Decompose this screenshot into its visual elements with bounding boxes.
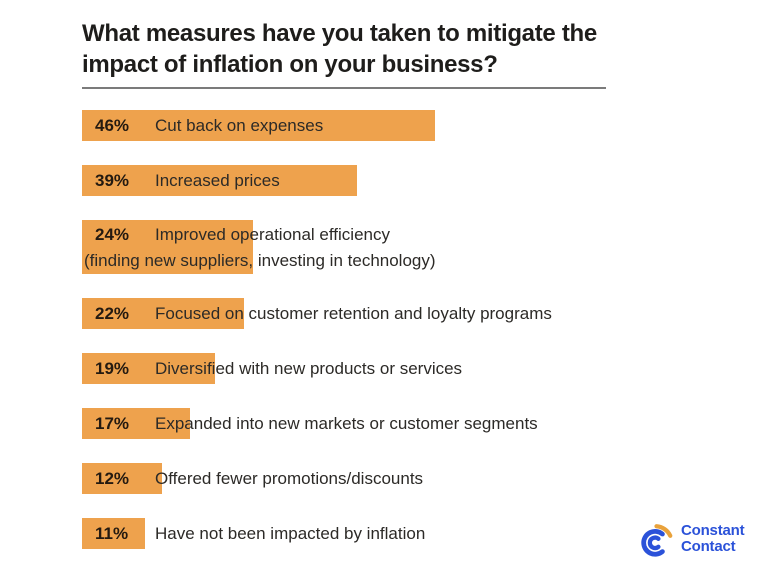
title-underline <box>82 87 606 89</box>
bar-category-label: Have not been impacted by inflation <box>155 524 426 543</box>
bar-category-label: Cut back on expenses <box>155 116 324 135</box>
bar-category-label: Focused on customer retention and loyalt… <box>155 304 552 323</box>
bar-category-label: Diversified with new products or service… <box>155 359 463 378</box>
logo-inner-c <box>647 535 661 551</box>
constant-contact-logo-icon <box>641 524 673 557</box>
bar-text-line: 11% Have not been impacted by inflation <box>82 518 748 549</box>
bar-fill <box>82 463 162 494</box>
bar-text-line: 19% Diversified with new products or serv… <box>82 353 748 384</box>
bar-row: 19% Diversified with new products or serv… <box>82 353 748 384</box>
bar-category-label: Expanded into new markets or customer se… <box>155 414 538 433</box>
bar-row: 22% Focused on customer retention and loy… <box>82 298 748 329</box>
bar-fill <box>82 220 253 274</box>
bar-category-label: Improved operational efficiency <box>155 225 390 244</box>
bar-row: 39% Increased prices <box>82 165 748 196</box>
logo-orange-arc <box>654 524 673 538</box>
bar-category-sublabel: (finding new suppliers, investing in tec… <box>84 251 436 270</box>
bar-text-line: 22% Focused on customer retention and loy… <box>82 298 748 329</box>
bar-fill <box>82 353 215 384</box>
constant-contact-logo-text: Constant Contact <box>681 522 745 555</box>
bar-value-label: 19% <box>95 359 130 378</box>
bar-value-label: 12% <box>95 469 130 488</box>
bar-value-label: 46% <box>95 116 130 135</box>
bar-fill <box>82 165 357 196</box>
bar-value-label: 11% <box>95 524 129 543</box>
bar-category-label: Offered fewer promotions/discounts <box>155 469 424 488</box>
bar-row: 12% Offered fewer promotions/discounts <box>82 463 748 494</box>
bar-category-label: Increased prices <box>155 171 280 190</box>
bar-text-line: 39% Increased prices <box>82 165 748 196</box>
bar-fill <box>82 110 435 141</box>
bar-chart: 46% Cut back on expenses 39% Increased pric… <box>82 110 748 549</box>
bar-value-label: 17% <box>95 414 130 433</box>
chart-title-line-1: What measures have you taken to mitigate… <box>82 20 597 47</box>
bar-text-line: 46% Cut back on expenses <box>82 110 748 141</box>
logo-text-line-1: Constant <box>681 522 745 539</box>
constant-contact-logo: Constant Contact <box>637 517 745 561</box>
bar-text-line: 24% Improved operational efficiency <box>82 220 748 249</box>
logo-text-line-2: Contact <box>681 538 736 555</box>
bar-row: 24% Improved operational efficiency (findi… <box>82 220 748 274</box>
bar-text-line: 17% Expanded into new markets or customer… <box>82 408 748 439</box>
bar-fill <box>82 298 244 329</box>
chart-content: What measures have you taken to mitigate… <box>82 18 748 566</box>
bar-row: 46% Cut back on expenses <box>82 110 748 141</box>
chart-title-line-2: impact of inflation on your business? <box>82 51 498 78</box>
bar-value-label: 24% <box>95 225 130 244</box>
bar-row: 17% Expanded into new markets or customer… <box>82 408 748 439</box>
bar-value-label: 39% <box>95 171 130 190</box>
bar-fill <box>82 408 190 439</box>
bar-value-label: 22% <box>95 304 130 323</box>
bar-row: 11% Have not been impacted by inflation <box>82 518 748 549</box>
bar-fill <box>82 518 145 549</box>
chart-title: What measures have you taken to mitigate… <box>82 18 748 80</box>
logo-outer-c <box>641 529 665 557</box>
bar-text-line: 12% Offered fewer promotions/discounts <box>82 463 748 494</box>
